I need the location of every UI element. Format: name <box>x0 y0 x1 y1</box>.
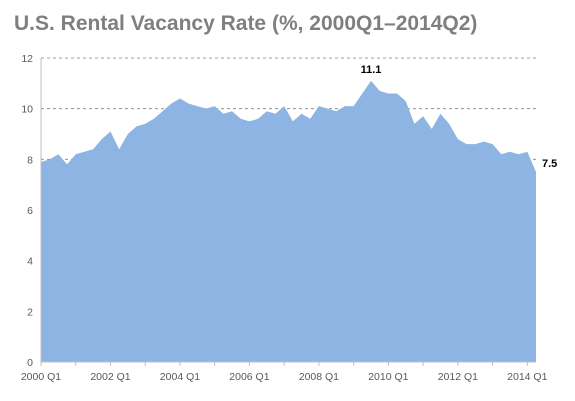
x-tick-labels: 2000 Q1 2002 Q1 2004 Q1 2006 Q1 2008 Q1 2010 … <box>21 362 548 383</box>
chart-title: U.S. Rental Vacancy Rate (%, 2000Q1–2014… <box>14 12 478 35</box>
x-tick-label: 2002 Q1 <box>90 371 130 383</box>
x-tick-label: 2014 Q1 <box>507 371 547 383</box>
y-tick-label: 8 <box>27 154 33 166</box>
x-tick-label: 2010 Q1 <box>368 371 408 383</box>
y-tick-label: 6 <box>27 205 33 217</box>
x-tick-label: 2004 Q1 <box>160 371 200 383</box>
data-label: 11.1 <box>361 64 382 76</box>
x-tick-label: 2006 Q1 <box>229 371 269 383</box>
vacancy-rate-area <box>41 80 536 363</box>
y-tick-label: 2 <box>27 306 33 318</box>
data-labels: 11.1 7.5 <box>361 64 558 170</box>
y-tick-labels: 0 2 4 6 8 10 12 <box>21 53 33 369</box>
data-label: 7.5 <box>542 158 557 170</box>
y-tick-label: 0 <box>27 357 33 369</box>
x-tick-label: 2000 Q1 <box>21 371 61 383</box>
y-tick-label: 12 <box>21 53 33 65</box>
y-tick-label: 4 <box>27 256 33 268</box>
y-tick-label: 10 <box>21 104 33 116</box>
x-tick-label: 2012 Q1 <box>438 371 478 383</box>
x-tick-label: 2008 Q1 <box>299 371 339 383</box>
